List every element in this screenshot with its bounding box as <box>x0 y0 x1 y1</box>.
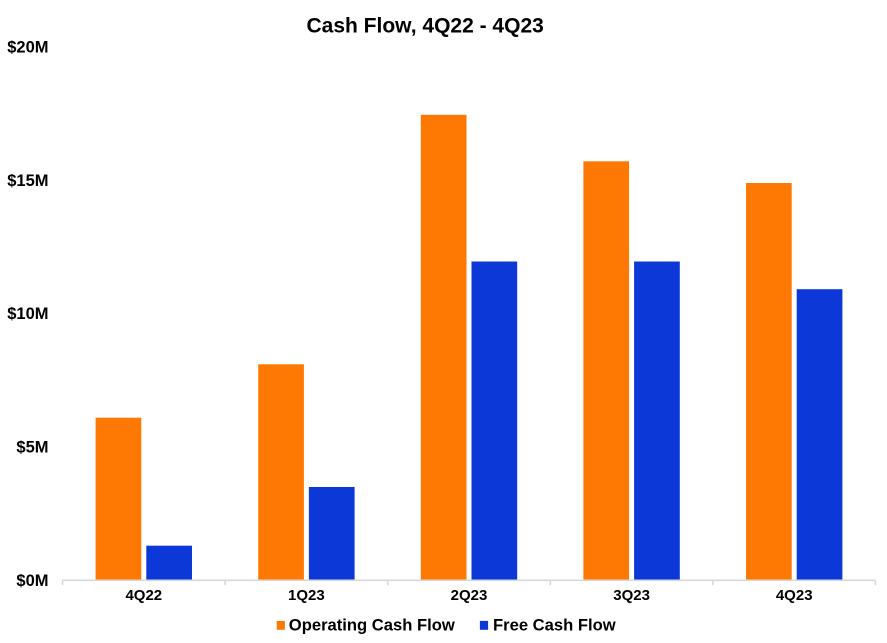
svg-text:Cash Flow, 4Q22 - 4Q23: Cash Flow, 4Q22 - 4Q23 <box>307 14 544 37</box>
svg-text:4Q22: 4Q22 <box>125 587 162 604</box>
svg-text:$0M: $0M <box>16 572 48 590</box>
svg-text:$10M: $10M <box>7 305 48 323</box>
svg-text:$5M: $5M <box>16 439 48 457</box>
svg-text:2Q23: 2Q23 <box>451 587 488 604</box>
svg-text:Free Cash Flow: Free Cash Flow <box>493 615 616 634</box>
svg-text:4Q23: 4Q23 <box>776 587 813 604</box>
svg-text:$20M: $20M <box>7 39 48 57</box>
svg-text:$15M: $15M <box>7 172 48 190</box>
svg-text:Operating Cash Flow: Operating Cash Flow <box>289 615 455 634</box>
svg-text:3Q23: 3Q23 <box>613 587 650 604</box>
svg-text:1Q23: 1Q23 <box>288 587 325 604</box>
